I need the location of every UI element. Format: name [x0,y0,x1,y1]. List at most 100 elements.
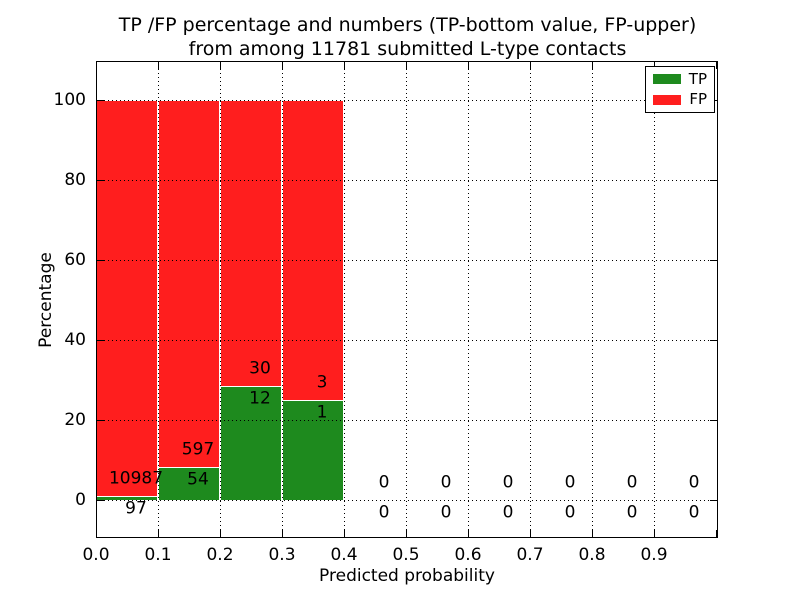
y-axis-tick-right [710,340,717,342]
y-tick-label: 40 [64,330,86,350]
fp-count-label: 30 [249,358,271,379]
x-tick-label: 0.2 [206,545,234,565]
tp-bar-segment [282,400,344,500]
horizontal-gridline [96,260,718,261]
tp-count-label: 0 [378,502,390,523]
fp-count-label: 0 [378,472,390,493]
fp-count-label: 0 [502,472,514,493]
x-axis-tick-top [158,62,160,69]
vertical-gridline [654,61,655,538]
horizontal-gridline [96,420,718,421]
x-axis-tick-bottom [220,530,222,537]
x-axis-tick-top [282,62,284,69]
y-axis-tick-right [710,180,717,182]
y-axis-tick-left [97,420,104,422]
x-axis-tick-top [468,62,470,69]
y-tick-label: 20 [64,410,86,430]
horizontal-gridline [96,340,718,341]
horizontal-gridline [96,100,718,101]
x-axis-tick-top [406,62,408,69]
y-axis-tick-left [97,500,104,502]
x-axis-tick-top [220,62,222,69]
x-axis-tick-top [592,62,594,69]
y-axis-tick-left [97,180,104,182]
x-tick-label: 0.6 [454,545,482,565]
fp-count-label: 0 [564,472,576,493]
tp-count-label: 0 [502,502,514,523]
x-tick-label: 0.4 [330,545,358,565]
x-tick-label: 0.7 [516,545,544,565]
fp-count-label: 0 [626,472,638,493]
x-tick-label: 0.9 [640,545,668,565]
x-axis-tick-top [654,62,656,69]
fp-count-label: 3 [316,372,328,393]
x-axis-tick-bottom [654,530,656,537]
tp-count-label: 1 [316,402,328,423]
vertical-gridline [530,61,531,538]
fp-count-label: 597 [181,439,215,460]
tp-count-label: 54 [187,469,209,490]
chart-title: TP /FP percentage and numbers (TP-bottom… [96,13,719,61]
fp-count-label: 10987 [108,468,164,489]
vertical-gridline [592,61,593,538]
y-axis-tick-right [710,260,717,262]
y-tick-label: 60 [64,250,86,270]
vertical-gridline [468,61,469,538]
y-tick-label: 0 [75,490,86,510]
y-axis-tick-right [710,500,717,502]
fp-count-label: 0 [688,472,700,493]
y-tick-label: 80 [64,170,86,190]
y-axis-tick-left [97,260,104,262]
horizontal-gridline [96,500,718,501]
x-tick-label: 0.0 [82,545,110,565]
tp-legend-swatch [653,74,681,85]
x-tick-label: 0.5 [392,545,420,565]
fp-legend-swatch [653,94,682,105]
fp-bar-segment [220,100,282,386]
x-tick-label: 0.3 [268,545,296,565]
y-axis-tick-right [710,420,717,422]
vertical-gridline [344,61,345,538]
y-tick-label: 100 [53,90,86,110]
x-axis-tick-bottom [158,530,160,537]
tp-count-label: 0 [626,502,638,523]
fp-count-label: 0 [440,472,452,493]
y-axis-tick-left [97,100,104,102]
x-axis-tick-top [530,62,532,69]
chart-title-line2: from among 11781 submitted L-type contac… [188,38,627,60]
horizontal-gridline [96,180,718,181]
x-axis-tick-top [344,62,346,69]
tp-count-label: 0 [688,502,700,523]
fp-bar-segment [158,100,220,467]
tp-bar-segment [158,466,220,500]
vertical-gridline [220,61,221,538]
legend-item-fp: FP [653,92,707,107]
x-axis-tick-bottom [530,530,532,537]
tp-count-label: 0 [564,502,576,523]
x-axis-tick-bottom [468,530,470,537]
fp-legend-label: FP [689,90,707,109]
fp-bar-segment [96,100,158,497]
x-axis-tick-bottom [282,530,284,537]
vertical-gridline [282,61,283,538]
x-axis-tick-bottom [592,530,594,537]
tp-count-label: 12 [249,388,271,409]
x-axis-label: Predicted probability [319,566,495,586]
x-axis-tick-top [716,62,718,69]
tp-count-label: 97 [125,498,147,519]
x-tick-label: 0.8 [578,545,606,565]
x-axis-tick-bottom [344,530,346,537]
y-axis-tick-left [97,340,104,342]
tp-count-label: 0 [440,502,452,523]
vertical-gridline [158,61,159,538]
x-tick-label: 0.1 [144,545,172,565]
legend-item-tp: TP [653,69,707,88]
tp-legend-label: TP [688,69,707,88]
x-axis-tick-bottom [716,530,718,537]
vertical-gridline [406,61,407,538]
legend: TP FP [645,66,715,113]
plot-frame [96,61,718,538]
chart-title-line1: TP /FP percentage and numbers (TP-bottom… [118,14,697,36]
x-axis-tick-bottom [406,530,408,537]
